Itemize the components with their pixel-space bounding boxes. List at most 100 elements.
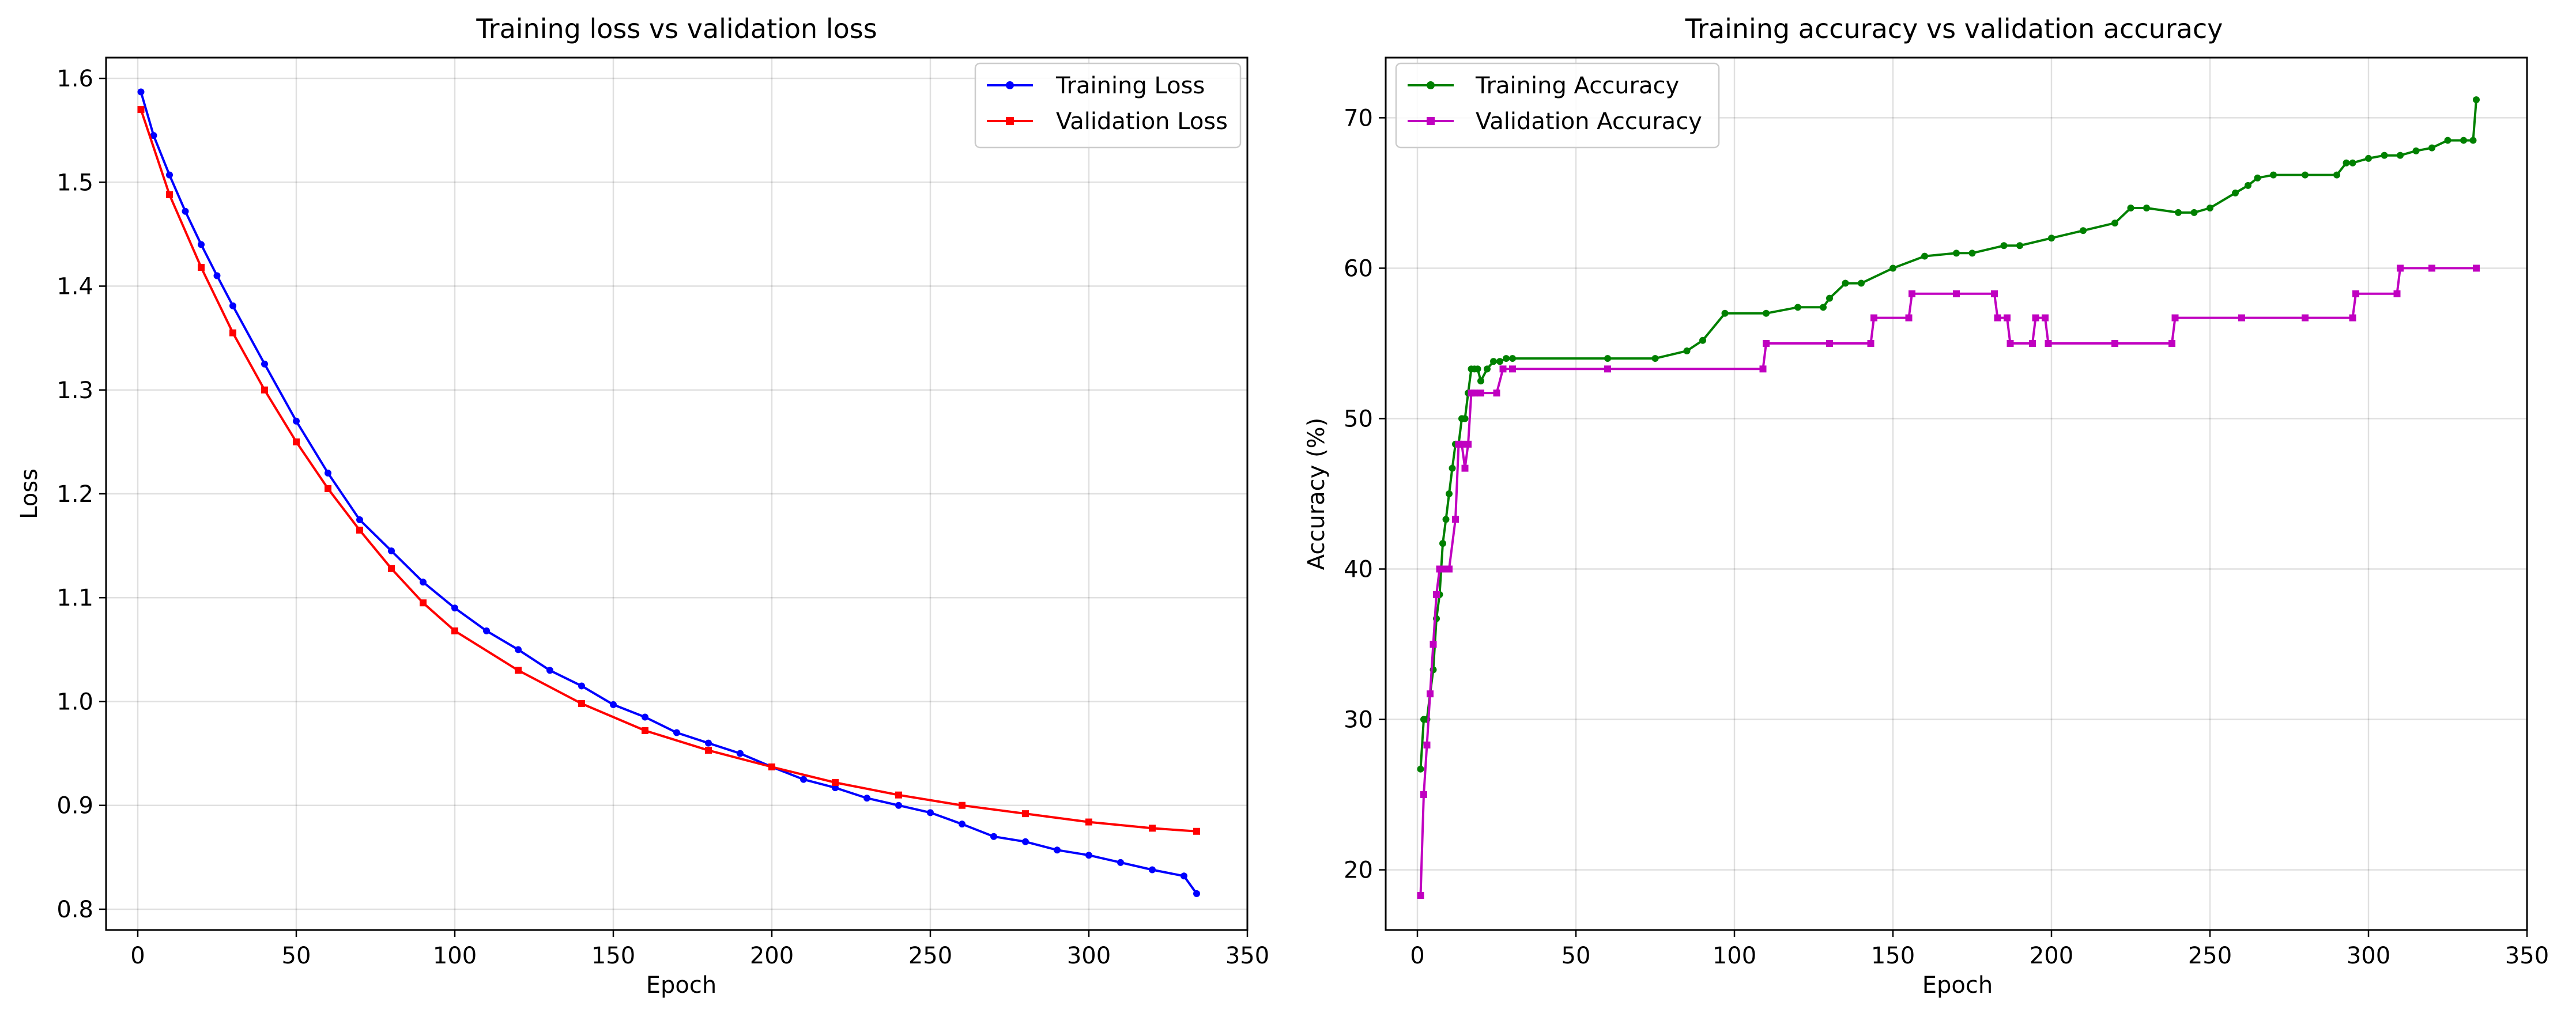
x-tick-label: 50 (1562, 943, 1591, 969)
data-point (578, 682, 585, 690)
data-point (1193, 827, 1200, 835)
legend-label: Validation Accuracy (1476, 108, 1702, 135)
data-point (546, 667, 553, 674)
data-point (2397, 264, 2404, 272)
data-point (2048, 235, 2055, 242)
data-point (705, 747, 712, 754)
data-point (451, 604, 458, 612)
legend-box (974, 62, 1242, 149)
data-point (1484, 365, 1491, 373)
data-point (2168, 339, 2175, 347)
data-point (2469, 137, 2477, 144)
x-tick-label: 200 (750, 943, 794, 969)
loss-chart-panel: Training loss vs validation loss 0 50 100 1… (16, 13, 1269, 999)
data-point (451, 627, 458, 634)
data-point (2111, 220, 2118, 227)
data-point (2007, 339, 2014, 347)
data-point (1474, 365, 1481, 373)
data-point (1490, 358, 1497, 365)
data-point (1022, 838, 1029, 845)
data-point (150, 132, 157, 139)
data-point (2190, 209, 2198, 216)
data-point (388, 565, 395, 572)
legend-entry-validation-loss: Validation Loss (987, 108, 1228, 135)
data-point (1968, 249, 1976, 257)
x-axis-label: Epoch (1922, 972, 1993, 999)
data-point (1461, 415, 1469, 422)
data-point (2460, 137, 2467, 144)
data-point (2444, 137, 2451, 144)
data-point (2302, 171, 2309, 179)
data-point (2232, 189, 2239, 196)
data-point (1477, 377, 1484, 385)
data-point (388, 547, 395, 555)
y-axis-label: Loss (16, 468, 43, 519)
data-point (2245, 182, 2251, 189)
data-point (1149, 825, 1156, 832)
y-tick-label: 30 (1344, 707, 1373, 734)
data-point (2254, 174, 2261, 182)
y-ticks: 20 30 40 50 60 70 (1344, 105, 1386, 884)
x-ticks: 0 50 100 150 200 250 300 350 (130, 930, 1269, 969)
data-point (1180, 872, 1187, 880)
legend-swatch-marker (1427, 117, 1435, 125)
x-tick-label: 0 (130, 943, 145, 969)
legend-swatch-marker (1006, 81, 1014, 89)
data-point (990, 833, 997, 840)
data-point (2302, 314, 2309, 322)
data-point (1858, 279, 1865, 287)
data-point (2238, 314, 2245, 322)
x-tick-label: 150 (1871, 943, 1915, 969)
data-point (1503, 355, 1510, 362)
data-point (1842, 279, 1849, 287)
data-point (1496, 358, 1503, 365)
data-point (578, 700, 585, 708)
data-point (1867, 339, 1875, 347)
data-point (198, 241, 205, 248)
data-point (832, 784, 839, 792)
x-tick-label: 200 (2030, 943, 2073, 969)
x-tick-label: 350 (1225, 943, 1269, 969)
data-point (2349, 159, 2356, 167)
data-point (356, 527, 363, 534)
data-point (1452, 516, 1459, 523)
y-tick-label: 0.9 (56, 793, 93, 819)
data-point (2473, 264, 2480, 272)
data-point (1953, 249, 1960, 257)
data-point (2349, 314, 2356, 322)
data-point (959, 801, 965, 809)
data-point (1446, 565, 1453, 573)
data-point (2080, 227, 2087, 235)
data-point (229, 302, 236, 309)
data-point (420, 599, 427, 607)
data-point (166, 191, 173, 198)
data-point (1449, 464, 1456, 472)
x-ticks: 0 50 100 150 200 250 300 350 (1410, 930, 2549, 969)
legend-entry-training-accuracy: Training Accuracy (1408, 73, 1679, 99)
legend-swatch-marker (1006, 117, 1014, 125)
data-point (182, 207, 189, 215)
x-tick-label: 250 (908, 943, 952, 969)
data-point (1477, 390, 1484, 397)
legend-label: Training Loss (1055, 73, 1205, 99)
data-point (1417, 765, 1424, 773)
chart-title: Training loss vs validation loss (476, 13, 877, 44)
data-point (1826, 294, 1833, 302)
data-point (2111, 339, 2118, 347)
data-point (2143, 205, 2150, 212)
data-point (1427, 690, 1434, 698)
data-point (213, 272, 221, 279)
data-point (1953, 290, 1960, 297)
data-point (1889, 264, 1896, 272)
y-tick-label: 50 (1344, 406, 1373, 432)
data-point (1420, 791, 1427, 799)
data-point (515, 646, 522, 653)
y-tick-label: 1.0 (56, 689, 93, 715)
data-point (2333, 171, 2340, 179)
data-point (356, 516, 363, 524)
data-point (1683, 347, 1691, 355)
data-point (895, 791, 902, 799)
y-tick-label: 20 (1344, 857, 1373, 884)
data-point (1509, 355, 1516, 362)
